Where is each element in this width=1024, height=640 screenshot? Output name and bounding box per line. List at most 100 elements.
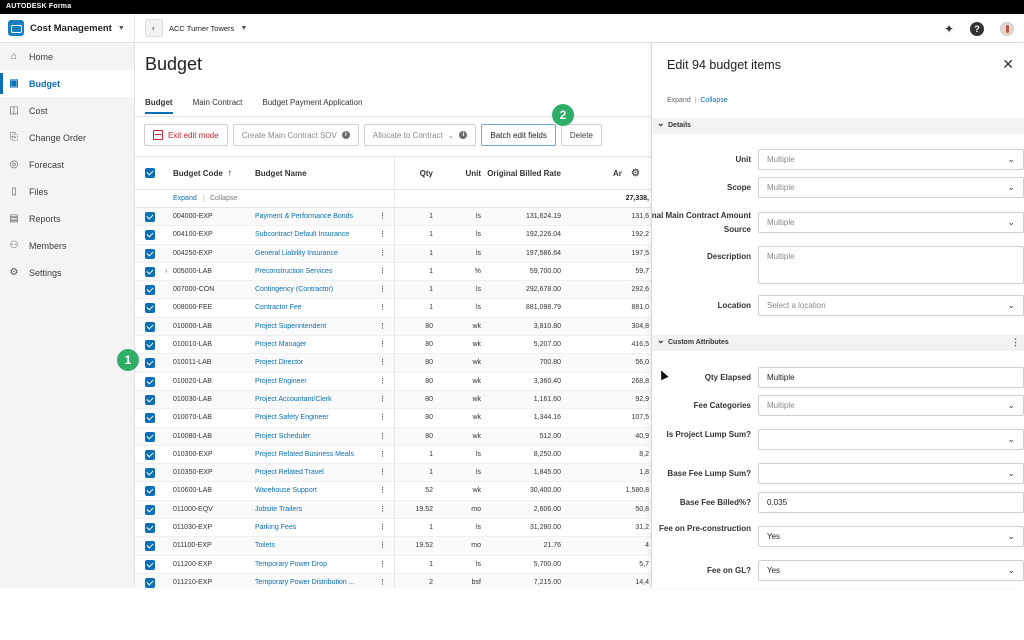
avatar[interactable] [1000,21,1014,36]
row-checkbox[interactable] [145,449,155,460]
row-checkbox[interactable] [145,394,155,405]
row-checkbox[interactable] [145,577,155,588]
table-row[interactable]: 008000-FEE Contractor Fee 1 ls 881,098.79 881… [135,299,651,318]
scope-select[interactable]: Multiple ⌄ [758,177,1024,198]
chevron-right-icon[interactable]: › [165,267,168,275]
table-row[interactable]: 010070-LAB Project Safety Engineer 80 wk 1,3… [135,409,651,428]
sidebar-item-budget[interactable]: ▣ Budget [0,70,134,97]
table-row[interactable]: 004000-EXP Payment & Performance Bonds 1 ls… [135,208,651,227]
row-checkbox[interactable] [145,230,155,241]
row-checkbox[interactable] [145,212,155,222]
row-checkbox[interactable] [145,358,155,369]
col-unit[interactable]: Unit [465,168,481,178]
sidebar-item-forecast[interactable]: ◎ Forecast [0,151,134,178]
row-menu-icon[interactable]: ⋮ [379,487,386,495]
budget-name-link[interactable]: Subcontract Default Insurance [255,231,350,239]
base-fee-lump-sum-select[interactable]: ⌄ [758,463,1024,484]
row-menu-icon[interactable]: ⋮ [379,505,386,513]
budget-name-link[interactable]: Project Related Travel [255,469,324,477]
fee-preconstruction-select[interactable]: Yes ⌄ [758,526,1024,547]
row-checkbox[interactable] [145,468,155,479]
table-row[interactable]: 010011-LAB Project Director 80 wk 700.80 56,0… [135,354,651,373]
more-options-icon[interactable]: ⋮ [1011,337,1020,347]
table-row[interactable]: 010080-LAB Project Scheduler 80 wk 512.00 40,… [135,427,651,446]
table-row[interactable]: 004100-EXP Subcontract Default Insurance 1… [135,226,651,245]
col-budget-code[interactable]: Budget Code ↑ [173,157,232,189]
budget-name-link[interactable]: Contractor Fee [255,304,302,312]
tab-budget-payment-application[interactable]: Budget Payment Application [262,98,363,107]
tab-main-contract[interactable]: Main Contract [192,98,243,107]
row-checkbox[interactable] [145,504,155,515]
expand-link[interactable]: Expand [173,195,197,202]
row-checkbox[interactable] [145,413,155,424]
budget-name-link[interactable]: Temporary Power Drop [255,560,327,568]
budget-name-link[interactable]: Parking Fees [255,524,297,532]
row-menu-icon[interactable]: ⋮ [379,524,386,532]
select-all-checkbox[interactable] [145,168,155,178]
base-fee-billed-field[interactable]: 0.035 [758,492,1024,513]
budget-name-link[interactable]: Payment & Performance Bonds [255,213,354,220]
fee-on-gl-select[interactable]: Yes ⌄ [758,560,1024,581]
help-icon[interactable]: ? [970,21,984,36]
description-field[interactable]: Multiple [758,246,1024,284]
table-row[interactable]: 011000-EQV Jobsite Trailers 19.52 mo 2,606.0… [135,500,651,520]
budget-name-link[interactable]: Project Safety Engineer [255,414,329,422]
whats-new-icon[interactable]: ✦ [943,21,954,36]
lump-sum-select[interactable]: ⌄ [758,429,1024,450]
table-row[interactable]: 011210-EXP Temporary Power Distribution .… [135,573,651,588]
create-sov-button[interactable]: Create Main Contract SOV i [232,124,359,146]
row-menu-icon[interactable]: ⋮ [379,249,386,257]
row-checkbox[interactable] [145,486,155,497]
table-row[interactable]: 007000-CON Contingency (Contractor) 1 ls 292… [135,281,651,300]
row-checkbox[interactable] [145,541,155,552]
budget-name-link[interactable]: Jobsite Trailers [255,505,303,513]
row-menu-icon[interactable]: ⋮ [379,450,386,458]
sidebar-item-reports[interactable]: ▤ Reports [0,205,134,232]
row-checkbox[interactable] [145,248,155,259]
row-checkbox[interactable] [145,321,155,332]
row-menu-icon[interactable]: ⋮ [379,377,386,385]
row-menu-icon[interactable]: ⋮ [379,286,386,294]
row-menu-icon[interactable]: ⋮ [379,414,386,422]
budget-name-link[interactable]: Warehouse Support [255,487,317,495]
budget-name-link[interactable]: Project Manager [255,341,307,349]
budget-name-link[interactable]: Project Engineer [255,377,307,385]
row-menu-icon[interactable]: ⋮ [379,267,386,275]
budget-name-link[interactable]: Project Accountant/Clerk [255,395,332,403]
table-row[interactable]: 011030-EXP Parking Fees 1 ls 31,280.00 31,2 ⋮ [135,519,651,538]
custom-attributes-section-header[interactable]: Custom Attributes [652,332,1024,351]
row-checkbox[interactable] [145,340,155,351]
table-row[interactable]: 010350-EXP Project Related Travel 1 ls 1,845… [135,464,651,483]
location-select[interactable]: Select a location ⌄ [758,295,1024,316]
gear-icon[interactable]: ⚙ [631,167,640,179]
row-menu-icon[interactable]: ⋮ [379,341,386,349]
budget-name-link[interactable]: Preconstruction Services [255,267,333,275]
budget-name-link[interactable]: Project Scheduler [255,432,311,440]
row-checkbox[interactable] [145,266,155,277]
row-menu-icon[interactable]: ⋮ [379,322,386,330]
row-menu-icon[interactable]: ⋮ [379,395,386,403]
project-selector[interactable]: ◐ ACC Turner Towers ▼ [135,19,247,37]
sidebar-item-change-order[interactable]: ⎘ Change Order [0,124,134,151]
allocate-to-contract-button[interactable]: Allocate to Contract ⌄ i [363,124,477,146]
qty-elapsed-field[interactable]: Multiple [758,367,1024,388]
row-checkbox[interactable] [145,559,155,570]
table-row[interactable]: 011200-EXP Temporary Power Drop 1 ls 5,700.0… [135,556,651,574]
final-amount-source-select[interactable]: Multiple ⌄ [758,212,1024,233]
table-row[interactable]: 010000-LAB Project Superintendent 80 wk 3,81… [135,317,651,337]
table-row[interactable]: 010010-LAB Project Manager 80 wk 5,207.00 416… [135,336,651,355]
sidebar-item-files[interactable]: ▯ Files [0,178,134,205]
row-checkbox[interactable] [145,376,155,387]
row-menu-icon[interactable]: ⋮ [379,213,386,220]
col-qty[interactable]: Qty [419,168,433,178]
row-menu-icon[interactable]: ⋮ [379,359,386,367]
row-checkbox[interactable] [145,523,155,534]
row-menu-icon[interactable]: ⋮ [379,304,386,312]
sidebar-item-members[interactable]: ⚇ Members [0,232,134,259]
table-row[interactable]: 011100-EXP Toilets 19.52 mo 21.76 4 ⋮ [135,537,651,556]
row-menu-icon[interactable]: ⋮ [379,432,386,440]
budget-name-link[interactable]: Project Superintendent [255,322,327,330]
row-checkbox[interactable] [145,303,155,314]
table-row[interactable]: 004250-EXP General Liability Insurance 1 ls… [135,244,651,263]
budget-name-link[interactable]: General Liability Insurance [255,249,338,257]
